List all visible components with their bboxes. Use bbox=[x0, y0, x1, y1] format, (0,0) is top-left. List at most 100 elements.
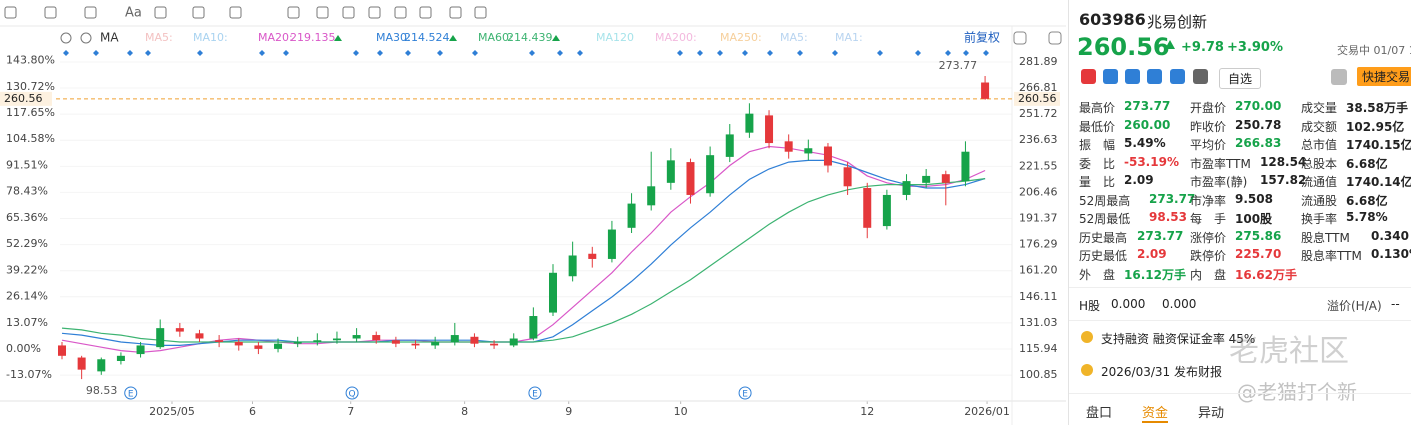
tab[interactable]: 资金 bbox=[1142, 406, 1169, 421]
legend-value: 214.439 bbox=[507, 31, 553, 44]
adjust-button[interactable]: 前复权 bbox=[964, 30, 1000, 45]
watermark: 老虎社区 bbox=[1229, 334, 1349, 369]
tab[interactable]: 异动 bbox=[1198, 406, 1225, 421]
stat-value: 6.68亿 bbox=[1346, 156, 1388, 171]
legend-inactive[interactable]: MA200: bbox=[655, 31, 697, 44]
legend-inactive[interactable]: MA250: bbox=[720, 31, 762, 44]
stat-value: 266.83 bbox=[1235, 136, 1282, 150]
indicator-label[interactable]: MA bbox=[100, 31, 119, 45]
candle-body bbox=[509, 338, 518, 346]
legend-name[interactable]: MA30: bbox=[376, 31, 411, 44]
signal-marker bbox=[832, 50, 838, 56]
legend-inactive[interactable]: MA5: bbox=[780, 31, 808, 44]
feature-icon[interactable] bbox=[1103, 69, 1118, 84]
notice[interactable]: 支持融资 融资保证金率 45% bbox=[1101, 332, 1256, 346]
close-icon[interactable] bbox=[80, 32, 92, 44]
signal-marker bbox=[717, 50, 723, 56]
tab[interactable]: 盘口 bbox=[1086, 406, 1113, 421]
toolbar-icon[interactable] bbox=[419, 6, 432, 19]
legend-inactive[interactable]: MA5: bbox=[145, 31, 173, 44]
legend-inactive[interactable]: MA10: bbox=[193, 31, 228, 44]
y-tick-label: 191.37 bbox=[1019, 212, 1058, 225]
event-marker[interactable] bbox=[738, 386, 752, 400]
toolbar-icon[interactable] bbox=[474, 6, 487, 19]
stat-label: 委 比 bbox=[1079, 156, 1116, 171]
feature-icon[interactable] bbox=[1170, 69, 1185, 84]
toolbar-icon[interactable] bbox=[84, 6, 97, 19]
stat-label: 市净率 bbox=[1190, 193, 1227, 208]
event-marker[interactable] bbox=[528, 386, 542, 400]
event-label: E bbox=[742, 390, 748, 400]
ma-line bbox=[61, 159, 986, 346]
toolbar-icon[interactable] bbox=[368, 6, 381, 19]
feature-icon[interactable] bbox=[1125, 69, 1140, 84]
low-label: 98.53 bbox=[86, 384, 118, 397]
toolbar-icon[interactable] bbox=[44, 6, 57, 19]
signal-marker bbox=[405, 50, 411, 56]
stat-value: 9.508 bbox=[1235, 191, 1273, 206]
toolbar-icon[interactable] bbox=[4, 6, 17, 19]
y-tick-label: 221.55 bbox=[1019, 159, 1058, 172]
chart-tool[interactable] bbox=[1048, 31, 1062, 45]
candle-body bbox=[981, 82, 990, 99]
candle-body bbox=[568, 255, 577, 277]
stat-label: 市盈率(静) bbox=[1190, 175, 1248, 189]
candle-body bbox=[706, 155, 715, 194]
x-tick-label: 8 bbox=[461, 405, 468, 418]
watermark: @老猫打个新 bbox=[1237, 380, 1357, 404]
chart-tool[interactable] bbox=[1013, 31, 1027, 45]
signal-marker bbox=[983, 50, 989, 56]
settings-icon[interactable] bbox=[60, 32, 72, 44]
legend-name[interactable]: MA20: bbox=[258, 31, 293, 44]
candle-body bbox=[136, 345, 145, 355]
legend-name[interactable]: MA60: bbox=[478, 31, 513, 44]
toolbar-icon[interactable] bbox=[287, 6, 300, 19]
price-box bbox=[1014, 91, 1060, 106]
toolbar-icon[interactable] bbox=[192, 6, 205, 19]
event-marker[interactable] bbox=[124, 386, 138, 400]
watch-button[interactable]: 自选 bbox=[1219, 68, 1262, 89]
legend-inactive[interactable]: MA120 bbox=[596, 31, 634, 44]
stat-value: -53.19% bbox=[1124, 154, 1179, 169]
signal-marker bbox=[963, 50, 969, 56]
stat-label: 总股本 bbox=[1301, 156, 1338, 171]
candle-body bbox=[156, 328, 165, 348]
y2-tick-label: 78.43% bbox=[6, 185, 48, 198]
divider bbox=[1069, 320, 1411, 321]
alert-icon[interactable] bbox=[1331, 69, 1347, 85]
toolbar-icon[interactable] bbox=[449, 6, 462, 19]
feature-icon[interactable] bbox=[1193, 69, 1208, 84]
candle-body bbox=[391, 340, 400, 344]
stock-name: 兆易创新 bbox=[1147, 13, 1208, 31]
candle-body bbox=[450, 335, 459, 342]
feature-icon[interactable] bbox=[1081, 69, 1096, 84]
stat-label: 内 盘 bbox=[1190, 267, 1227, 282]
stat-label: 总市值 bbox=[1301, 138, 1338, 152]
signal-marker bbox=[797, 50, 803, 56]
candle-body bbox=[372, 335, 381, 341]
stat-label: 外 盘 bbox=[1079, 267, 1116, 282]
toolbar-icon[interactable] bbox=[394, 6, 407, 19]
divider bbox=[1069, 393, 1411, 394]
candle-body bbox=[58, 345, 66, 356]
notice[interactable]: 2026/03/31 发布财报 bbox=[1101, 365, 1222, 379]
candle-body bbox=[352, 335, 361, 339]
candle-body bbox=[823, 146, 832, 166]
toolbar-icon[interactable] bbox=[316, 6, 329, 19]
quick-trade[interactable]: 快捷交易 bbox=[1357, 67, 1411, 86]
change-pct: +3.90% bbox=[1227, 40, 1283, 55]
toolbar-text[interactable]: Aa bbox=[125, 6, 142, 21]
toolbar-icon[interactable] bbox=[229, 6, 242, 19]
x-tick-label: 2026/01 bbox=[964, 405, 1010, 418]
event-marker[interactable] bbox=[345, 386, 359, 400]
y2-tick-label: 143.80% bbox=[6, 54, 55, 67]
stat-value: 1740.15亿 bbox=[1346, 138, 1411, 152]
toolbar-icon[interactable] bbox=[154, 6, 167, 19]
stat-label: 最高价 bbox=[1079, 101, 1116, 115]
h-value: 0.000 bbox=[1111, 297, 1146, 311]
feature-icon[interactable] bbox=[1147, 69, 1162, 84]
stat-value: 250.78 bbox=[1235, 117, 1282, 132]
legend-inactive[interactable]: MA1: bbox=[835, 31, 863, 44]
toolbar-icon[interactable] bbox=[342, 6, 355, 19]
